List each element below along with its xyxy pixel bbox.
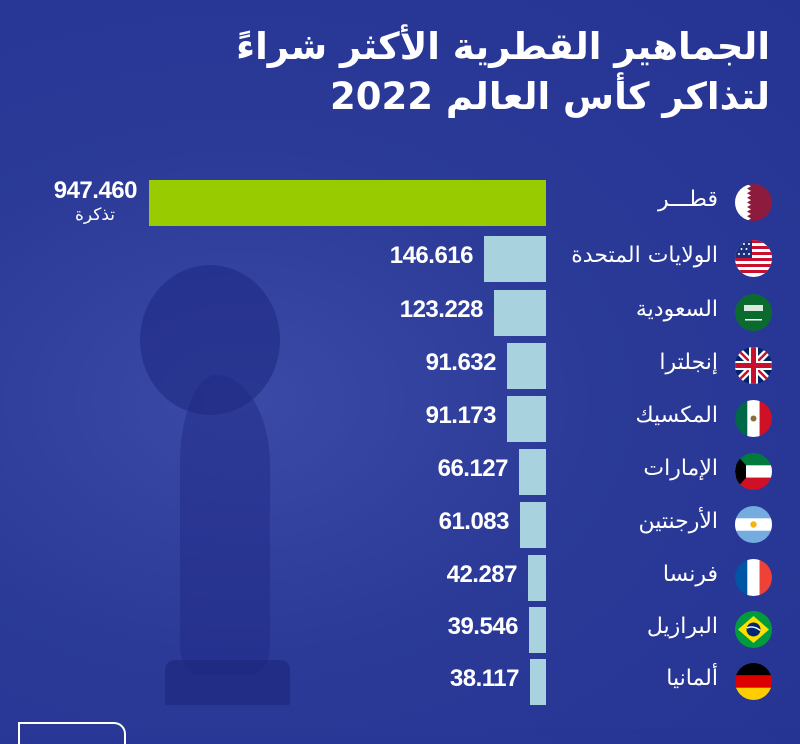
chart-row-qatar: 947.460 تذكرة قطـــر — [0, 177, 800, 226]
logo-frame-corner — [18, 722, 126, 744]
title-line-1: الجماهير القطرية الأكثر شراءً — [236, 25, 770, 68]
country-label: الأرجنتين — [638, 509, 718, 534]
value-label: 91.632 — [425, 349, 497, 376]
chart-row-england: 91.632 إنجلترا — [0, 343, 800, 389]
value-label: 947.460 — [53, 177, 138, 204]
bar-chart: 947.460 تذكرة قطـــر 146.616 الولايات ال… — [0, 177, 800, 705]
country-label: قطـــر — [657, 187, 718, 212]
chart-row-saudi: 123.228 السعودية — [0, 290, 800, 336]
bar-england — [507, 343, 546, 389]
bar-argentina — [520, 502, 546, 548]
country-label: ألمانيا — [666, 666, 718, 691]
title-line-2: لتذاكر كأس العالم 2022 — [330, 75, 770, 118]
value-label: 39.546 — [447, 613, 519, 640]
bar-usa — [484, 236, 546, 282]
value-label: 38.117 — [449, 665, 520, 692]
value-label: 146.616 — [389, 242, 474, 269]
country-label: البرازيل — [646, 614, 718, 639]
chart-row-germany: 38.117 ألمانيا — [0, 659, 800, 705]
value-label: 91.173 — [425, 402, 497, 429]
qatar-flag-icon — [735, 184, 772, 221]
country-label: إنجلترا — [659, 350, 718, 375]
value-label: 61.083 — [438, 508, 510, 535]
country-label: الولايات المتحدة — [571, 243, 718, 268]
bar-brazil — [529, 607, 546, 653]
mexico-flag-icon — [735, 400, 772, 437]
chart-row-uae: 66.127 الإمارات — [0, 449, 800, 495]
chart-row-brazil: 39.546 البرازيل — [0, 607, 800, 653]
chart-row-argentina: 61.083 الأرجنتين — [0, 502, 800, 548]
chart-row-mexico: 91.173 المكسيك — [0, 396, 800, 442]
germany-flag-icon — [735, 663, 772, 700]
usa-flag-icon — [735, 240, 772, 277]
france-flag-icon — [735, 559, 772, 596]
country-label: الإمارات — [643, 456, 718, 481]
value-label: 42.287 — [446, 561, 518, 588]
argentina-flag-icon — [735, 506, 772, 543]
chart-row-france: 42.287 فرنسا — [0, 555, 800, 601]
value-label: 66.127 — [437, 455, 509, 482]
kuwait-flag-icon — [735, 453, 772, 490]
bar-france — [528, 555, 546, 601]
country-label: المكسيك — [635, 403, 719, 428]
country-label: فرنسا — [662, 562, 718, 587]
saudi-flag-icon — [735, 294, 772, 331]
unit-label: تذكرة — [74, 205, 115, 225]
uk-flag-icon — [735, 347, 772, 384]
bar-saudi — [494, 290, 546, 336]
bar-germany — [530, 659, 546, 705]
chart-title: الجماهير القطرية الأكثر شراءً لتذاكر كأس… — [170, 22, 770, 122]
bar-qatar — [149, 180, 546, 226]
bar-uae — [519, 449, 546, 495]
brazil-flag-icon — [735, 611, 772, 648]
bar-mexico — [507, 396, 546, 442]
country-label: السعودية — [635, 297, 718, 322]
chart-row-usa: 146.616 الولايات المتحدة — [0, 236, 800, 282]
value-label: 123.228 — [399, 296, 484, 323]
